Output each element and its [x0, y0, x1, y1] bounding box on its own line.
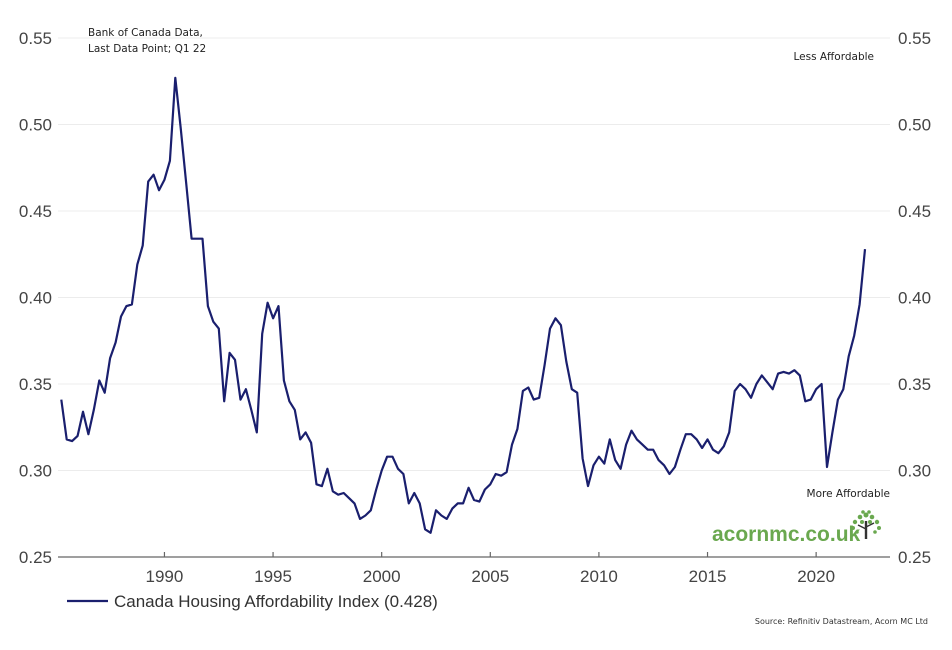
x-tick-label: 2010	[580, 567, 618, 586]
y-tick-label-left: 0.55	[19, 29, 52, 48]
series-group	[60, 76, 867, 534]
annotation-source-line-2: Last Data Point; Q1 22	[88, 43, 206, 55]
legend-label: Canada Housing Affordability Index (0.42…	[114, 592, 438, 611]
y-tick-label-right: 0.55	[898, 29, 931, 48]
left-y-axis: 0.25 0.30 0.35 0.40 0.45 0.50 0.55	[19, 29, 52, 567]
x-tick-label: 1990	[146, 567, 184, 586]
annotation-more-affordable: More Affordable	[807, 488, 890, 500]
y-tick-label-right: 0.35	[898, 375, 931, 394]
legend: Canada Housing Affordability Index (0.42…	[67, 592, 438, 611]
annotation-source-line-1: Bank of Canada Data,	[88, 27, 203, 39]
x-tick-label: 2015	[689, 567, 727, 586]
logo: acornmc.co.uk	[712, 510, 881, 546]
y-tick-label-left: 0.25	[19, 548, 52, 567]
y-tick-label-left: 0.35	[19, 375, 52, 394]
right-y-axis: 0.25 0.30 0.35 0.40 0.45 0.50 0.55	[898, 29, 931, 567]
y-tick-label-left: 0.45	[19, 202, 52, 221]
y-tick-label-right: 0.50	[898, 116, 931, 135]
tree-icon	[851, 510, 881, 539]
x-tick-label: 1995	[254, 567, 292, 586]
annotation-less-affordable: Less Affordable	[793, 51, 874, 63]
y-tick-label-right: 0.40	[898, 289, 931, 308]
x-tick-label: 2000	[363, 567, 401, 586]
gridlines	[58, 37, 890, 471]
y-tick-label-left: 0.50	[19, 116, 52, 135]
series-line	[60, 76, 867, 534]
logo-text: acornmc.co.uk	[712, 523, 861, 546]
x-tick-label: 2005	[471, 567, 509, 586]
y-tick-label-right: 0.25	[898, 548, 931, 567]
source-note: Source: Refinitiv Datastream, Acorn MC L…	[755, 617, 928, 626]
x-axis: 1990 1995 2000 2005 2010 2015 2020	[146, 552, 835, 586]
y-tick-label-right: 0.45	[898, 202, 931, 221]
y-tick-label-left: 0.30	[19, 462, 52, 481]
x-tick-label: 2020	[797, 567, 835, 586]
y-tick-label-right: 0.30	[898, 462, 931, 481]
y-tick-label-left: 0.40	[19, 289, 52, 308]
